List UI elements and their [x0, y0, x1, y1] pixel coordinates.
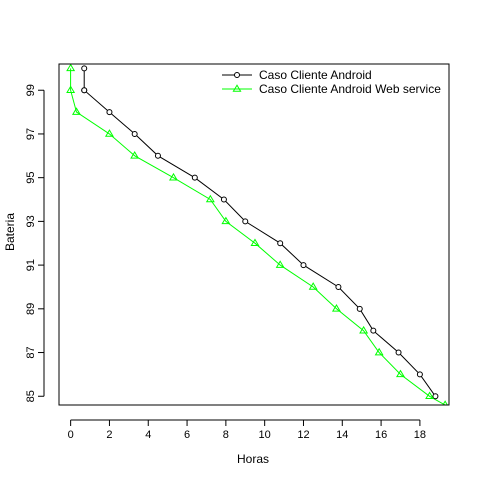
x-tick-label-7: 14: [336, 429, 348, 441]
series-1-point-4: [130, 151, 140, 159]
x-axis-title: Horas: [237, 452, 269, 466]
series-0-point-7: [220, 196, 227, 203]
series-1-point-6: [205, 194, 215, 203]
y-tick-label-6: 97: [25, 128, 37, 140]
y-tick-label-7: 99: [25, 84, 37, 96]
legend: Caso Cliente Android Caso Cliente Androi…: [222, 68, 441, 96]
series-1-point-16: [442, 400, 448, 405]
series-1-point-5: [168, 172, 178, 181]
series-1-point-11: [331, 304, 341, 312]
series-1-point-2: [71, 107, 81, 115]
x-tick-label-4: 8: [223, 429, 229, 441]
x-tick-label-2: 4: [145, 429, 151, 441]
x-tick-label-0: 0: [68, 429, 74, 441]
x-tick-label-5: 10: [259, 429, 271, 441]
series-1-point-15: [425, 391, 435, 400]
y-tick-label-1: 87: [25, 346, 37, 358]
series-1-point-13: [374, 347, 384, 356]
y-axis-title: Bateria: [3, 213, 17, 251]
series-1-point-8: [250, 238, 260, 247]
series-1-point-12: [359, 325, 369, 334]
plot-markers: [66, 64, 448, 405]
series-1-point-3: [104, 129, 114, 137]
legend-marker-android: [234, 72, 240, 78]
series-0-point-3: [106, 109, 113, 116]
x-tick-label-1: 2: [106, 429, 112, 441]
series-0-point-5: [154, 152, 161, 159]
series-0-point-16: [432, 393, 439, 400]
series-1-point-0: [66, 64, 76, 72]
series-0-point-14: [395, 349, 402, 356]
y-tick-label-5: 95: [25, 172, 37, 184]
y-tick-label-2: 89: [25, 303, 37, 315]
series-1-point-7: [221, 216, 231, 225]
series-0-point-6: [191, 174, 198, 181]
series-0-point-11: [335, 283, 342, 290]
series-1-point-10: [308, 282, 318, 290]
series-1-point-1: [66, 85, 76, 94]
legend-marker-webservice: [232, 84, 242, 92]
series-0-point-10: [300, 262, 307, 269]
x-tick-label-3: 6: [184, 429, 190, 441]
series-0-point-8: [242, 218, 249, 225]
series-1-point-14: [396, 369, 405, 378]
y-tick-label-0: 85: [25, 390, 37, 402]
y-tick-label-4: 93: [25, 215, 37, 227]
series-0-point-12: [356, 305, 363, 312]
axes: 0 2 4 6 8 10 12 14 16 18 85 87 89 91 93 95 97 99: [25, 63, 450, 441]
series-0-point-9: [277, 240, 284, 247]
x-tick-label-6: 12: [297, 429, 309, 441]
plot-frame: [58, 63, 450, 406]
x-tick-label-8: 16: [375, 429, 387, 441]
y-tick-label-3: 91: [25, 259, 37, 271]
x-tick-label-9: 18: [414, 429, 426, 441]
series-0-point-0: [81, 65, 88, 72]
series-0-point-13: [370, 327, 377, 334]
series-line-0: [83, 68, 436, 397]
legend-label-webservice: Caso Cliente Android Web service: [259, 82, 441, 96]
series-1-point-9: [275, 260, 285, 268]
series-line-1: [70, 68, 446, 405]
legend-label-android: Caso Cliente Android: [259, 68, 372, 82]
plot-lines: [70, 68, 446, 405]
series-0-point-4: [131, 130, 138, 137]
series-0-point-15: [416, 371, 423, 378]
series-0-point-2: [81, 87, 88, 94]
